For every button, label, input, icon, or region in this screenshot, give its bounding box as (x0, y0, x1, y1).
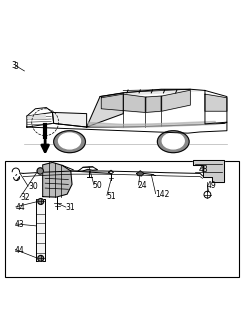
Polygon shape (193, 160, 224, 182)
Text: 30: 30 (28, 182, 38, 191)
Circle shape (38, 255, 44, 261)
Polygon shape (43, 163, 72, 197)
Polygon shape (101, 94, 145, 112)
FancyBboxPatch shape (5, 161, 239, 277)
Text: 3: 3 (13, 61, 18, 70)
Polygon shape (36, 199, 45, 261)
Text: 24: 24 (138, 181, 147, 190)
Text: 49: 49 (206, 181, 216, 190)
Circle shape (38, 198, 44, 204)
Polygon shape (100, 89, 205, 97)
Ellipse shape (157, 131, 189, 153)
Ellipse shape (54, 131, 85, 153)
Text: 48: 48 (199, 165, 208, 174)
Ellipse shape (162, 133, 184, 149)
Polygon shape (137, 171, 144, 176)
Text: 31: 31 (66, 203, 75, 212)
Text: 43: 43 (15, 220, 24, 229)
Text: 44: 44 (15, 246, 24, 255)
Text: 3: 3 (11, 61, 16, 70)
Polygon shape (87, 93, 123, 127)
Ellipse shape (59, 133, 81, 149)
Text: 44: 44 (16, 203, 26, 212)
Polygon shape (205, 94, 227, 111)
Text: 142: 142 (155, 190, 169, 199)
Text: 50: 50 (93, 181, 102, 190)
Text: 32: 32 (20, 193, 30, 202)
Polygon shape (162, 90, 190, 111)
Text: 51: 51 (106, 192, 116, 201)
Polygon shape (146, 96, 161, 112)
Polygon shape (52, 112, 87, 127)
Polygon shape (28, 115, 45, 119)
Circle shape (37, 168, 43, 174)
